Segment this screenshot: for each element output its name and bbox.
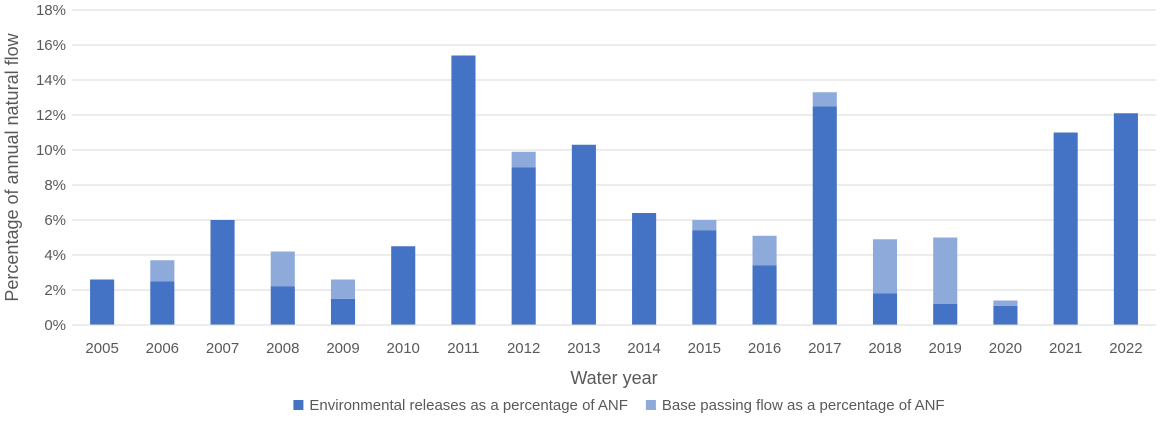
bar-environmental-2009 bbox=[330, 298, 356, 325]
x-tick-label: 2019 bbox=[929, 340, 962, 357]
bar-environmental-2022 bbox=[1113, 113, 1138, 325]
bar-environmental-2012 bbox=[511, 167, 536, 325]
legend-swatch-environmental bbox=[293, 400, 304, 410]
y-tick-label: 10% bbox=[36, 142, 66, 159]
x-tick-label: 2007 bbox=[206, 340, 239, 357]
bar-environmental-2018 bbox=[872, 293, 898, 325]
x-tick-label: 2006 bbox=[146, 340, 179, 357]
bar-base-passing-2016 bbox=[752, 235, 777, 266]
bar-environmental-2017 bbox=[812, 106, 837, 325]
legend: Environmental releases as a percentage o… bbox=[293, 397, 945, 414]
bar-environmental-2007 bbox=[210, 220, 235, 325]
bar-base-passing-2008 bbox=[270, 251, 295, 287]
bar-environmental-2014 bbox=[632, 213, 657, 325]
x-tick-label: 2009 bbox=[326, 340, 359, 357]
gridlines bbox=[72, 9, 1156, 291]
bar-environmental-2005 bbox=[90, 279, 115, 325]
y-tick-labels: 0% 2% 4% 6% 8% 10% 12% 14% 16% 18% bbox=[36, 2, 66, 334]
bar-base-passing-2012 bbox=[511, 151, 536, 168]
bar-environmental-2016 bbox=[752, 265, 777, 325]
y-tick-label: 18% bbox=[36, 2, 66, 19]
bar-environmental-2010 bbox=[391, 246, 416, 325]
y-tick-label: 2% bbox=[44, 282, 66, 299]
y-axis-title: Percentage of annual natural flow bbox=[2, 32, 22, 301]
x-tick-label: 2010 bbox=[387, 340, 420, 357]
y-tick-label: 16% bbox=[36, 37, 66, 54]
bars bbox=[90, 55, 1138, 325]
y-tick-label: 4% bbox=[44, 247, 66, 264]
x-tick-label: 2012 bbox=[507, 340, 540, 357]
bar-base-passing-2006 bbox=[150, 260, 175, 282]
bar-base-passing-2018 bbox=[872, 239, 898, 294]
bar-base-passing-2020 bbox=[993, 300, 1018, 306]
y-tick-label: 14% bbox=[36, 72, 66, 89]
bar-base-passing-2017 bbox=[812, 92, 837, 107]
x-tick-label: 2015 bbox=[688, 340, 721, 357]
bar-base-passing-2015 bbox=[692, 220, 717, 231]
y-tick-label: 8% bbox=[44, 177, 66, 194]
legend-label-base-passing: Base passing flow as a percentage of ANF bbox=[662, 397, 945, 414]
x-tick-label: 2005 bbox=[85, 340, 118, 357]
x-tick-label: 2016 bbox=[748, 340, 781, 357]
bar-environmental-2015 bbox=[692, 230, 717, 325]
bar-base-passing-2009 bbox=[330, 279, 356, 299]
y-tick-label: 6% bbox=[44, 212, 66, 229]
x-tick-label: 2014 bbox=[627, 340, 660, 357]
x-tick-label: 2018 bbox=[868, 340, 901, 357]
y-tick-label: 12% bbox=[36, 107, 66, 124]
bar-environmental-2011 bbox=[451, 55, 476, 325]
bar-base-passing-2019 bbox=[933, 237, 958, 304]
x-axis-title: Water year bbox=[570, 368, 657, 388]
x-tick-label: 2011 bbox=[447, 340, 479, 357]
legend-label-environmental: Environmental releases as a percentage o… bbox=[309, 397, 628, 414]
legend-swatch-base-passing bbox=[645, 400, 656, 410]
bar-environmental-2006 bbox=[150, 281, 175, 325]
x-tick-label: 2013 bbox=[567, 340, 600, 357]
bar-environmental-2019 bbox=[933, 304, 958, 325]
bar-environmental-2013 bbox=[571, 144, 596, 325]
bar-environmental-2008 bbox=[270, 286, 295, 325]
y-tick-label: 0% bbox=[44, 317, 66, 334]
x-tick-label: 2008 bbox=[266, 340, 299, 357]
bar-environmental-2021 bbox=[1053, 132, 1078, 325]
x-tick-label: 2020 bbox=[989, 340, 1022, 357]
bar-environmental-2020 bbox=[993, 305, 1018, 325]
x-tick-label: 2021 bbox=[1049, 340, 1082, 357]
x-tick-labels: 2005 2006 2007 2008 2009 2010 2011 2012 2013 2014… bbox=[85, 340, 1142, 357]
x-tick-label: 2022 bbox=[1109, 340, 1142, 357]
x-tick-label: 2017 bbox=[808, 340, 841, 357]
